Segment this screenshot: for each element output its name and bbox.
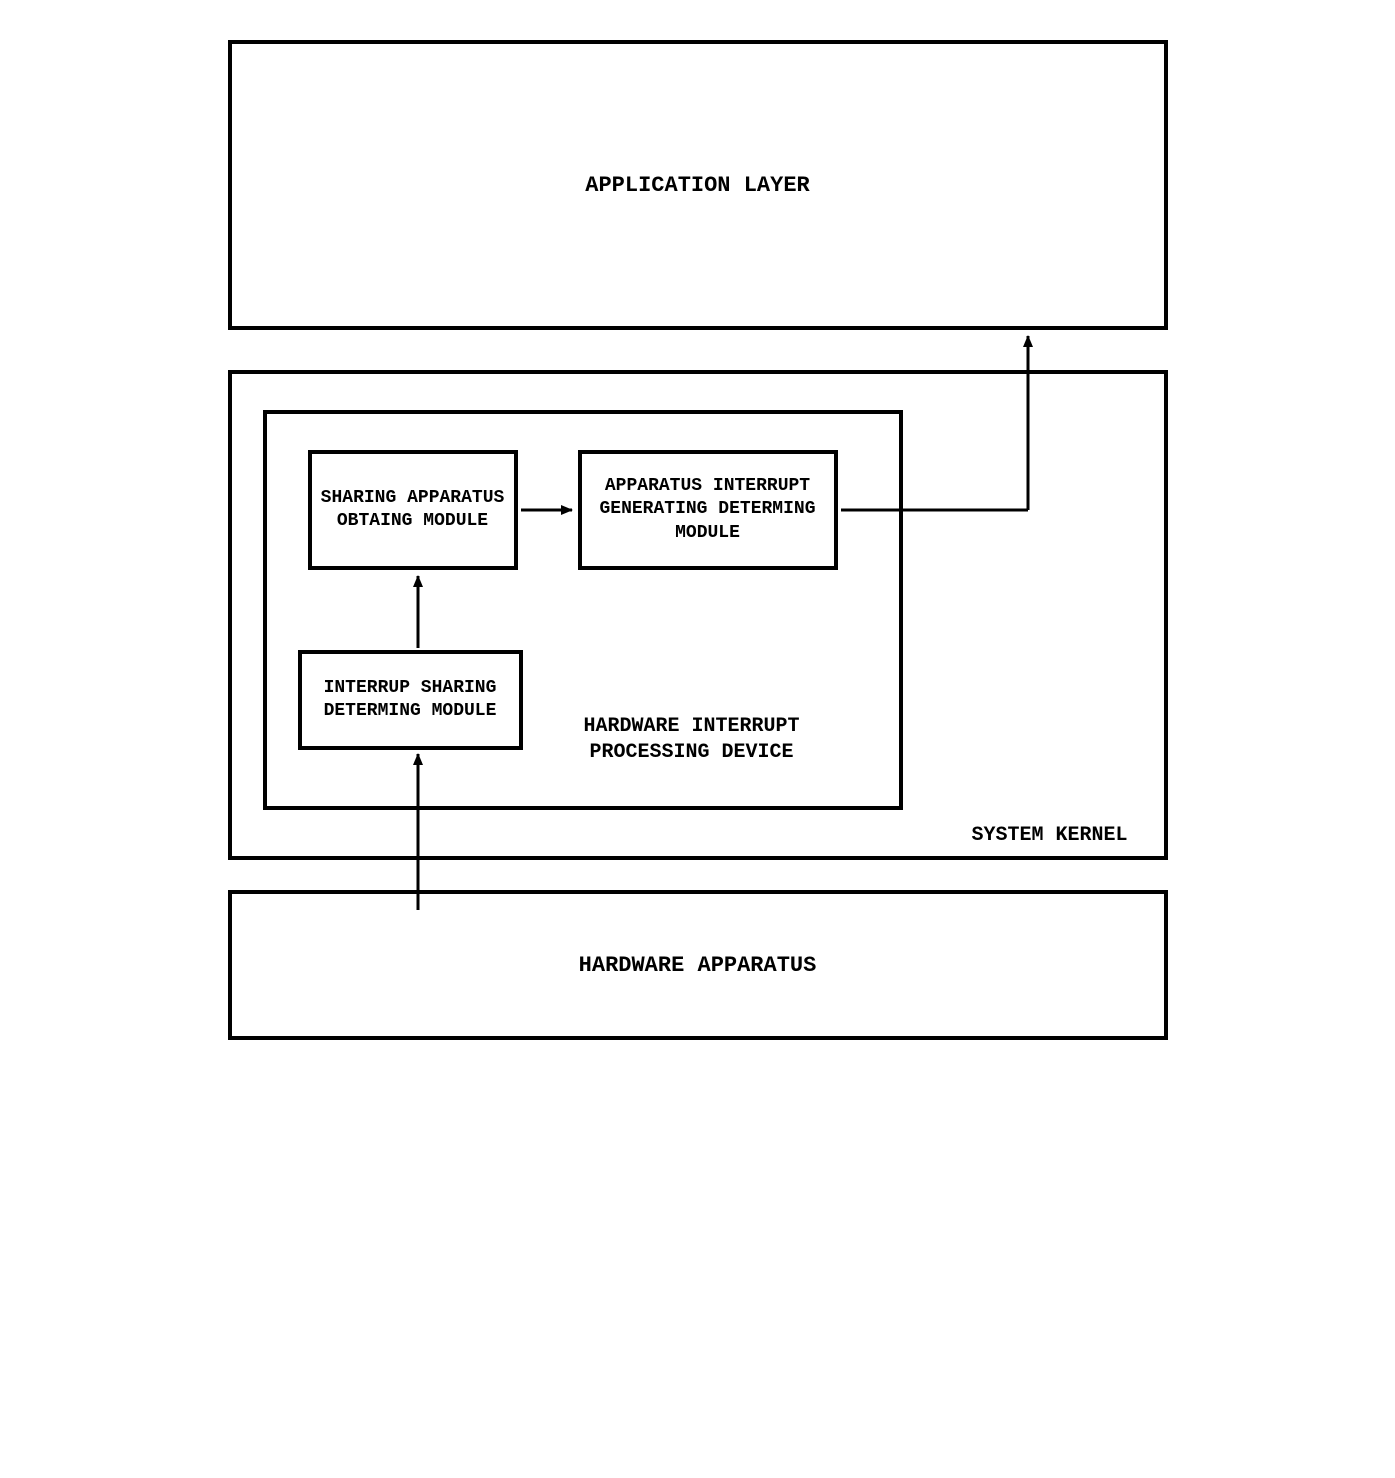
gen-determing-module-box: APPARATUS INTERRUPT GENERATING DETERMING… (578, 450, 838, 570)
sharing-obtain-module-box: SHARING APPARATUS OBTAING MODULE (308, 450, 518, 570)
sharing-det-module-box: INTERRUP SHARING DETERMING MODULE (298, 650, 523, 750)
application-layer-box: APPLICATION LAYER (228, 40, 1168, 330)
gen-determing-module-label: APPARATUS INTERRUPT GENERATING DETERMING… (582, 475, 834, 545)
hardware-apparatus-box: HARDWARE APPARATUS (228, 890, 1168, 1040)
application-layer-label: APPLICATION LAYER (585, 173, 809, 198)
sharing-obtain-module-label: SHARING APPARATUS OBTAING MODULE (312, 487, 514, 534)
hipd-label: HARDWARE INTERRUPT PROCESSING DEVICE (552, 714, 832, 766)
block-diagram: APPLICATION LAYER SYSTEM KERNEL HARDWARE… (228, 40, 1168, 1040)
hardware-apparatus-label: HARDWARE APPARATUS (579, 953, 817, 978)
sharing-det-module-label: INTERRUP SHARING DETERMING MODULE (302, 677, 519, 724)
system-kernel-label: SYSTEM KERNEL (972, 824, 1128, 847)
